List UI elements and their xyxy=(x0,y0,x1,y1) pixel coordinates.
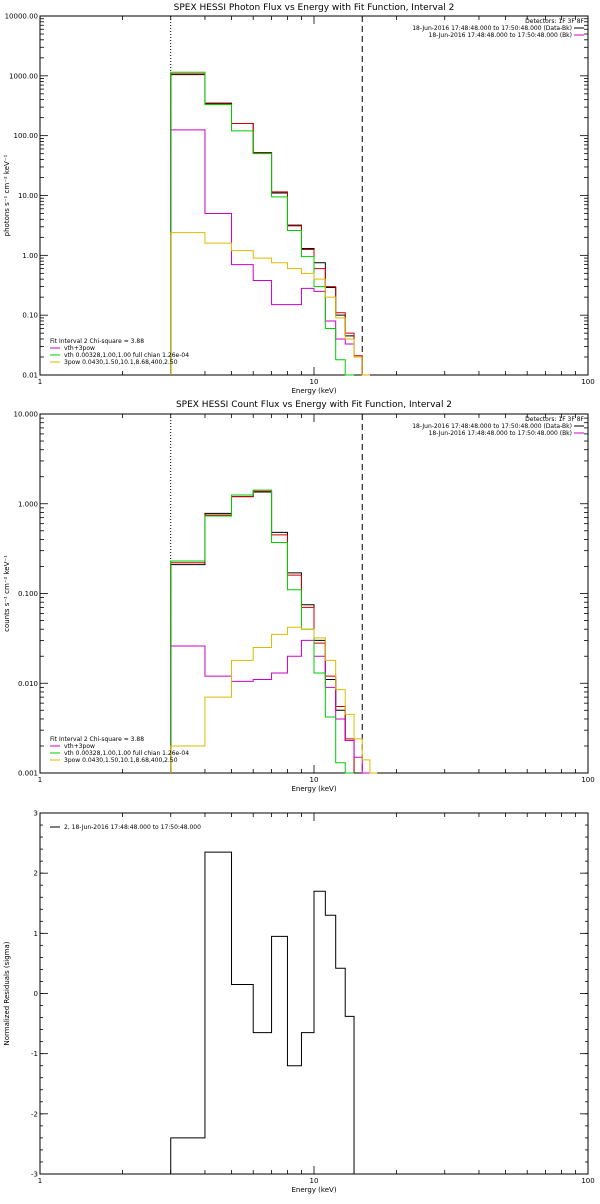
y-tick-label: 1.000 xyxy=(18,500,38,508)
series-line-0 xyxy=(170,851,355,1174)
x-tick-label: 100 xyxy=(581,378,594,386)
x-tick-label: 1 xyxy=(38,776,42,784)
plot-frame xyxy=(39,15,589,376)
y-tick-label: 1.00 xyxy=(22,252,38,260)
annotation-line: 18-Jun-2016 17:48:48.000 to 17:50:48.000… xyxy=(412,423,572,430)
x-axis-label: Energy (keV) xyxy=(291,1186,336,1194)
series-line-3 xyxy=(170,71,355,376)
legend-entry: 2, 18-Jun-2016 17:48:48.000 to 17:50:48.… xyxy=(64,824,201,831)
y-tick-label: 100.00 xyxy=(14,132,39,140)
annotation-line: 18-Jun-2016 17:48:48.000 to 17:50:48.000… xyxy=(429,430,572,437)
y-tick-label: 1 xyxy=(34,930,38,938)
annotation-line: Detectors: 1F 3F 8F xyxy=(525,18,584,25)
annotation-line: Detectors: 1F 3F 8F xyxy=(525,416,584,423)
legend-entry: vth 0.00328,1.00,1.00 full chian 1.26e-0… xyxy=(64,352,189,359)
x-axis-label: Energy (keV) xyxy=(291,387,336,395)
legend-entry: 3pow 0.0430,1.50,10.1,8.68,400,2.50 xyxy=(64,757,178,764)
y-tick-label: 0.10 xyxy=(22,312,38,320)
x-tick-label: 100 xyxy=(581,776,594,784)
y-axis-label: counts s⁻¹ cm⁻² keV⁻¹ xyxy=(3,555,11,632)
legend-header: Fit Interval 2 Chi-square = 3.88 xyxy=(50,338,144,345)
chart-title: SPEX HESSI Photon Flux vs Energy with Fi… xyxy=(174,3,455,13)
series-line-2 xyxy=(170,129,370,376)
y-tick-label: 0.001 xyxy=(18,770,38,778)
legend-entry: vth+3pow xyxy=(64,345,95,352)
legend-header: Fit Interval 2 Chi-square = 3.88 xyxy=(50,736,144,743)
x-tick-label: 10 xyxy=(310,378,319,386)
y-axis-label: photons s⁻¹ cm⁻² keV⁻¹ xyxy=(3,154,11,236)
y-tick-label: 2 xyxy=(34,870,38,878)
series-line-0 xyxy=(170,74,363,375)
series-line-4 xyxy=(170,232,370,376)
x-tick-label: 1 xyxy=(38,1177,42,1185)
x-axis-label: Energy (keV) xyxy=(291,785,336,793)
y-tick-label: 10.00 xyxy=(18,192,38,200)
annotation-line: 18-Jun-2016 17:48:48.000 to 17:50:48.000… xyxy=(429,32,572,39)
x-tick-label: 10 xyxy=(310,776,319,784)
chart-title: SPEX HESSI Count Flux vs Energy with Fit… xyxy=(176,400,452,410)
y-tick-label: -1 xyxy=(31,1050,38,1058)
y-tick-label: 0.010 xyxy=(18,680,38,688)
x-tick-label: 100 xyxy=(581,1177,594,1185)
y-tick-label: 10000.00 xyxy=(5,13,38,21)
series-line-0 xyxy=(170,491,355,773)
legend-entry: 3pow 0.0430,1.50,10.1,8.68,400,2.50 xyxy=(64,359,178,366)
x-tick-label: 10 xyxy=(310,1177,319,1185)
panel-residuals: 1 10 100 -3 -2 -1 0 1 2 3 Energy (keV) Normalized R… xyxy=(3,810,595,1195)
series-line-4 xyxy=(170,626,378,774)
y-tick-label: 0.01 xyxy=(22,372,38,380)
plot-frame xyxy=(39,413,589,774)
y-tick-label: 10.000 xyxy=(14,411,39,419)
series-line-1 xyxy=(170,73,363,375)
y-tick-label: 1000.00 xyxy=(9,72,38,80)
y-tick-label: 0.100 xyxy=(18,590,38,598)
legend-entry: vth 0.00328,1.00,1.00 full chian 1.26e-0… xyxy=(64,750,189,757)
legend-entry: vth+3pow xyxy=(64,743,95,750)
panel-photon-flux: SPEX HESSI Photon Flux vs Energy with Fi… xyxy=(3,3,595,395)
panel-count-flux: SPEX HESSI Count Flux vs Energy with Fit… xyxy=(3,400,595,793)
series-line-3 xyxy=(170,489,355,774)
y-tick-label: 3 xyxy=(34,810,38,818)
y-tick-label: -2 xyxy=(31,1110,38,1118)
x-tick-label: 1 xyxy=(38,378,42,386)
annotation-line: 18-Jun-2016 17:48:48.000 to 17:50:48.000… xyxy=(412,25,572,32)
y-tick-label: 0 xyxy=(34,990,38,998)
y-axis-label: Normalized Residuals (sigma) xyxy=(3,941,11,1045)
series-line-1 xyxy=(170,490,355,773)
y-tick-label: -3 xyxy=(31,1171,38,1179)
